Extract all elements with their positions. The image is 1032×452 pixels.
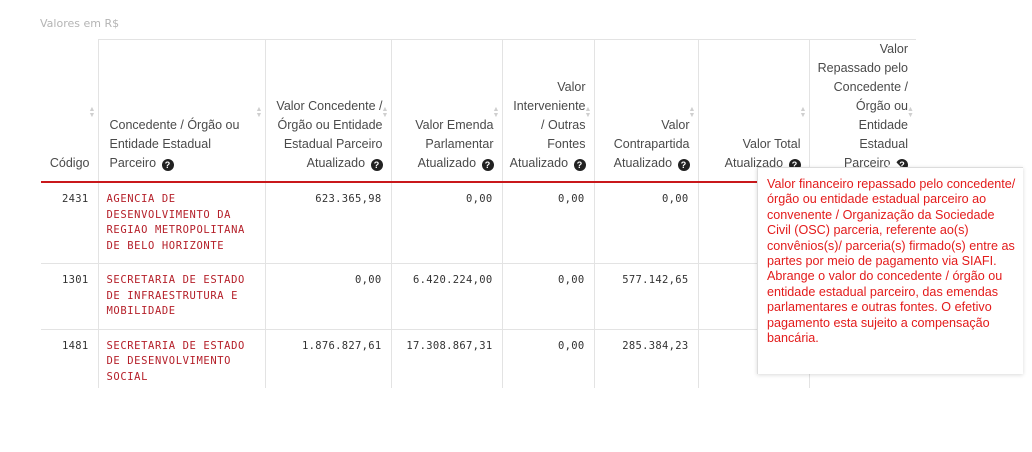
header-valor-contrapartida[interactable]: Valor Contrapartida Atualizado ? ▲ ▼ bbox=[593, 39, 698, 183]
header-valor-repassado[interactable]: Valor Repassado pelo Concedente / Órgão … bbox=[808, 39, 916, 183]
cell-codigo: 1301 bbox=[41, 263, 98, 330]
cell-valor-emenda: 17.308.867,31 bbox=[390, 329, 502, 395]
header-label: Valor Interveniente / Outras Fontes Atua… bbox=[509, 80, 586, 170]
cell-concedente-link[interactable]: SECRETARIA DE ESTADO DE DESENVOLVIMENTO … bbox=[97, 329, 265, 395]
cell-valor-concedente: 1.876.827,61 bbox=[264, 329, 391, 395]
sort-icon[interactable]: ▲ ▼ bbox=[381, 106, 389, 119]
help-icon[interactable]: ? bbox=[481, 159, 494, 171]
cell-concedente-link[interactable]: AGENCIA DE DESENVOLVIMENTO DA REGIAO MET… bbox=[97, 182, 265, 264]
header-label: Valor Concedente / Órgão ou Entidade Est… bbox=[276, 99, 383, 170]
tooltip-text: Valor financeiro repassado pelo conceden… bbox=[767, 177, 1016, 346]
cell-valor-contrapartida: 577.142,65 bbox=[593, 263, 698, 330]
cell-concedente-link[interactable]: SECRETARIA DE ESTADO DE INFRAESTRUTURA E… bbox=[97, 263, 265, 330]
help-icon[interactable]: ? bbox=[677, 159, 690, 171]
help-icon[interactable]: ? bbox=[370, 159, 383, 171]
header-label: Valor Emenda Parlamentar Atualizado bbox=[415, 118, 494, 170]
header-valor-concedente[interactable]: Valor Concedente / Órgão ou Entidade Est… bbox=[264, 39, 391, 183]
header-valor-emenda[interactable]: Valor Emenda Parlamentar Atualizado ? ▲ ▼ bbox=[390, 39, 502, 183]
cell-valor-interveniente: 0,00 bbox=[501, 182, 594, 264]
header-row: Código ▲ ▼ Concedente / Órgão ou Entidade… bbox=[41, 39, 916, 183]
header-label: Concedente / Órgão ou Entidade Estadual … bbox=[109, 118, 240, 170]
header-label: Valor Total Atualizado bbox=[724, 137, 801, 170]
header-codigo[interactable]: Código ▲ ▼ bbox=[41, 39, 98, 183]
sort-icon[interactable]: ▲ ▼ bbox=[799, 106, 807, 119]
values-caption: Valores em R$ bbox=[40, 17, 120, 30]
sort-icon[interactable]: ▲ ▼ bbox=[688, 106, 696, 119]
header-concedente[interactable]: Concedente / Órgão ou Entidade Estadual … bbox=[97, 39, 265, 183]
cell-valor-emenda: 0,00 bbox=[390, 182, 502, 264]
viewport-clip bbox=[0, 388, 1032, 452]
cell-valor-interveniente: 0,00 bbox=[501, 329, 594, 395]
tooltip-arrow bbox=[887, 160, 901, 167]
help-icon[interactable]: ? bbox=[161, 159, 174, 171]
cell-valor-emenda: 6.420.224,00 bbox=[390, 263, 502, 330]
sort-icon[interactable]: ▲ ▼ bbox=[584, 106, 592, 119]
sort-icon[interactable]: ▲ ▼ bbox=[88, 106, 96, 119]
header-label: Código bbox=[49, 156, 90, 170]
header-valor-interveniente[interactable]: Valor Interveniente / Outras Fontes Atua… bbox=[501, 39, 594, 183]
sort-icon[interactable]: ▲ ▼ bbox=[907, 106, 914, 119]
help-tooltip: Valor financeiro repassado pelo conceden… bbox=[757, 167, 1023, 374]
cell-valor-contrapartida: 285.384,23 bbox=[593, 329, 698, 395]
help-icon[interactable]: ? bbox=[573, 159, 586, 171]
cell-valor-concedente: 623.365,98 bbox=[264, 182, 391, 264]
table-row: 1481 SECRETARIA DE ESTADO DE DESENVOLVIM… bbox=[41, 329, 916, 395]
cell-valor-contrapartida: 0,00 bbox=[593, 182, 698, 264]
sort-icon[interactable]: ▲ ▼ bbox=[492, 106, 500, 119]
cell-codigo: 1481 bbox=[41, 329, 98, 395]
sort-icon[interactable]: ▲ ▼ bbox=[255, 106, 263, 119]
cell-valor-concedente: 0,00 bbox=[264, 263, 391, 330]
cell-valor-interveniente: 0,00 bbox=[501, 263, 594, 330]
header-valor-total[interactable]: Valor Total Atualizado ? ▲ ▼ bbox=[697, 39, 809, 183]
cell-codigo: 2431 bbox=[41, 182, 98, 264]
header-label: Valor Repassado pelo Concedente / Órgão … bbox=[817, 42, 908, 170]
header-label: Valor Contrapartida Atualizado bbox=[613, 118, 690, 170]
